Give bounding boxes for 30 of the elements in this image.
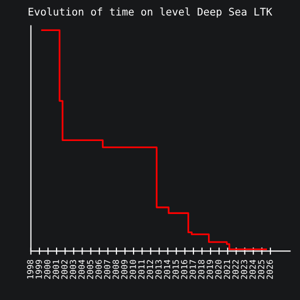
x-tick-label: 2016	[181, 260, 188, 279]
x-tick-label: 2015	[172, 260, 179, 279]
x-tick-label: 2006	[95, 260, 102, 279]
x-tick-label: 2014	[164, 260, 170, 279]
x-tick-label: 2012	[146, 260, 154, 279]
x-tick-label: 2026	[266, 260, 273, 279]
x-tick-label: 2020	[215, 260, 222, 279]
x-tick-label: 2025	[258, 260, 264, 279]
x-tick-label: 2008	[112, 260, 119, 279]
x-tick-label: 2019	[206, 260, 213, 279]
x-tick-label: 2023	[240, 260, 248, 279]
x-tick-label: 2018	[198, 260, 204, 279]
x-tick-label: 2007	[104, 260, 110, 279]
x-tick-label: 1998	[27, 260, 34, 278]
x-tick-label: 2009	[121, 260, 128, 279]
chart-title: Evolution of time on level Deep Sea LTK	[28, 8, 272, 18]
x-tick-label: 2005	[86, 260, 94, 279]
x-tick-label: 2024	[249, 260, 256, 279]
x-tick-label: 2000	[44, 260, 50, 279]
x-tick-label: 2001	[52, 260, 60, 279]
x-tick-label: 2022	[232, 260, 239, 279]
x-tick-label: 2010	[130, 260, 136, 279]
x-tick-label: 2011	[138, 260, 145, 279]
x-tick-label: 2002	[61, 260, 68, 279]
x-tick-label: 2021	[224, 260, 230, 279]
x-tick-label: 2017	[190, 260, 196, 279]
x-tick-label: 1999	[36, 260, 42, 278]
x-tick-label: 2013	[155, 260, 162, 279]
x-tick-label: 2003	[70, 260, 76, 279]
x-tick-label: 2004	[78, 260, 85, 279]
